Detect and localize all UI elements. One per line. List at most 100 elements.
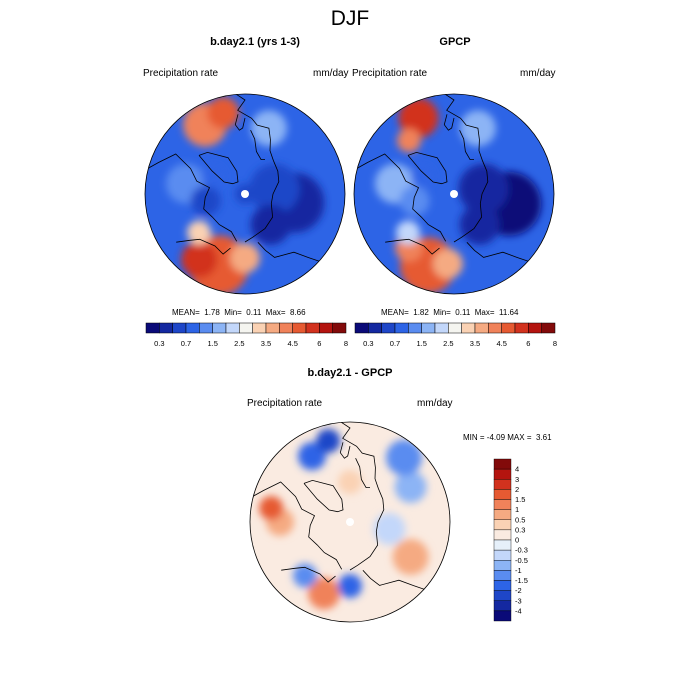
precip-patch: [298, 442, 326, 471]
coastline: [443, 114, 455, 131]
colorbar-swatch: [199, 322, 213, 334]
colorbar-tick-label: 1: [515, 505, 519, 514]
colorbar-tick-label: 1.5: [515, 495, 525, 504]
colorbar-swatch: [305, 322, 320, 334]
colorbar-swatch: [354, 322, 369, 334]
colorbar-tick-label: 2.5: [443, 339, 453, 348]
precip-patch: [293, 563, 318, 588]
coastline: [357, 153, 447, 242]
precip-patch: [397, 128, 422, 153]
colorbar-swatch: [493, 570, 512, 581]
colorbar-tick-label: -1.5: [515, 576, 528, 585]
colorbar-swatch: [493, 468, 512, 480]
map-border: [144, 93, 346, 295]
coastline: [148, 153, 238, 242]
coastline: [257, 242, 330, 266]
precip-patch: [459, 204, 500, 245]
colorbar-tick-label: 0.3: [515, 525, 525, 534]
colorbar-tick-label: 3.5: [261, 339, 271, 348]
precip-patch: [207, 96, 240, 129]
precip-patch: [392, 539, 429, 575]
colorbar-swatch: [493, 560, 512, 571]
precip-patch: [250, 204, 291, 245]
precip-patch: [398, 97, 439, 138]
pole-mask: [241, 190, 249, 198]
colorbar-swatch: [488, 322, 502, 334]
coastline: [198, 151, 239, 185]
colorbar-swatch: [434, 322, 449, 334]
colorbar-swatch: [319, 322, 333, 334]
colorbar-swatch: [493, 529, 512, 541]
colorbar-swatch: [279, 322, 293, 334]
coastline: [330, 422, 385, 571]
coastline: [434, 94, 489, 243]
map-model: [144, 93, 346, 295]
colorbar-swatch: [421, 322, 436, 334]
panel-diff-left-label: Precipitation rate: [247, 398, 323, 409]
colorbar-tick-label: 0: [515, 536, 519, 545]
coastline: [355, 458, 371, 489]
map-diff: [249, 421, 451, 623]
colorbar-tick-label: 3.5: [470, 339, 480, 348]
colorbar-tick-label: 3: [515, 475, 519, 484]
colorbar-tick-label: 1.5: [207, 339, 217, 348]
colorbar-tick-label: 0.3: [363, 339, 373, 348]
coastline: [253, 481, 343, 570]
colorbar-tick-label: 4.5: [287, 339, 297, 348]
colorbar-tick-label: 8: [344, 339, 348, 348]
colorbar-swatch: [541, 322, 556, 334]
coastline: [362, 570, 435, 594]
panel-title-obs: GPCP: [439, 36, 471, 48]
coastline: [303, 479, 344, 513]
coastline: [250, 130, 266, 161]
colorbar-model: 0.3 0.7 1.5 2.5 3.5 4.5 6 8: [145, 322, 348, 348]
colorbar-tick-label: 6: [526, 339, 530, 348]
precip-patch: [432, 248, 463, 279]
colorbar-swatch: [252, 322, 267, 334]
colorbar-swatch: [159, 322, 173, 334]
colorbar-swatch: [493, 499, 512, 510]
colorbar-tick-label: 6: [317, 339, 321, 348]
colorbar-tick-label: -0.3: [515, 546, 528, 555]
colorbar-tick-label: 0.7: [390, 339, 400, 348]
colorbar-tick-label: -1: [515, 566, 522, 575]
colorbar-swatch: [212, 322, 227, 334]
colorbar-swatch: [408, 322, 422, 334]
coastline: [281, 566, 336, 583]
precip-patch: [230, 243, 260, 273]
coastline: [466, 242, 539, 266]
colorbar-swatch: [493, 519, 512, 531]
colorbar-swatch: [368, 322, 382, 334]
colorbar-swatch: [514, 322, 529, 334]
panel-model-units: mm/day: [313, 68, 349, 79]
colorbar-swatch: [493, 458, 512, 470]
colorbar-swatch: [381, 322, 396, 334]
precip-patch: [394, 471, 427, 503]
precip-patch: [181, 241, 218, 278]
coastline: [339, 442, 351, 459]
colorbar-swatch: [239, 322, 253, 334]
colorbar-tick-label: 0.5: [515, 515, 525, 524]
colorbar-tick-label: -3: [515, 596, 522, 605]
colorbar-swatch: [493, 489, 512, 500]
colorbar-tick-label: 2.5: [234, 339, 244, 348]
precip-patch: [338, 470, 362, 494]
colorbar-swatch: [461, 322, 476, 334]
stats-diff: MIN = -4.09 MAX = 3.61: [463, 433, 552, 442]
coastline: [225, 94, 280, 243]
panel-obs-units: mm/day: [520, 68, 556, 79]
colorbar-swatch: [448, 322, 462, 334]
coastline: [385, 238, 440, 255]
pole-mask: [450, 190, 458, 198]
precip-patch: [190, 185, 221, 216]
panel-diff-units: mm/day: [417, 398, 453, 409]
colorbar-swatch: [145, 322, 160, 334]
colorbar-swatch: [172, 322, 187, 334]
colorbar-swatch: [493, 509, 512, 520]
colorbar-swatch: [474, 322, 489, 334]
colorbar-swatch: [493, 479, 512, 490]
precip-patch: [410, 164, 435, 188]
panel-title-model: b.day2.1 (yrs 1-3): [210, 36, 300, 48]
colorbar-swatch: [493, 600, 512, 612]
